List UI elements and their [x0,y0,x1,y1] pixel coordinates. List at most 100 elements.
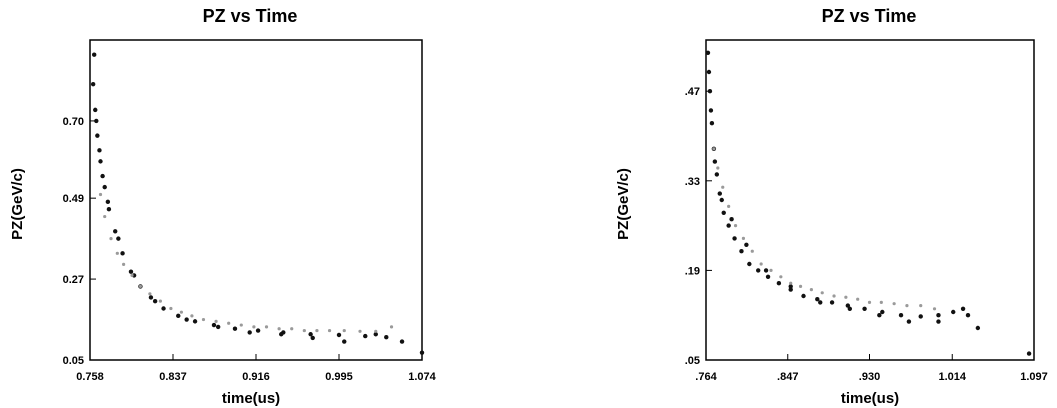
data-point [788,284,793,289]
data-point [106,206,112,212]
data-point [739,249,744,254]
data-point [179,310,184,314]
data-point [820,291,824,295]
data-point [779,275,783,279]
data-point [709,121,715,126]
data-point [169,306,173,311]
plot-area: 0.758 0.837 0.916 0.995 1.074 0.05 0.27 0.49 0.7… [63,39,437,383]
x-tick-label: 1.097 [1020,371,1048,383]
data-point [906,319,912,324]
data-point [965,313,971,318]
data-point [867,300,872,304]
x-tick-label: 0.916 [242,371,270,383]
data-point [308,332,313,337]
data-point [227,321,231,325]
data-point [373,332,378,337]
data-point [892,302,896,306]
data-point [717,191,722,196]
data-point [95,133,100,138]
data-point [1026,351,1032,356]
y-tick-label: 0.70 [63,116,84,128]
data-point [184,317,189,322]
data-point [815,297,820,302]
data-point [252,325,256,329]
data-point [176,313,181,319]
data-point [279,332,284,337]
data-point [374,329,378,333]
data-point [759,262,763,266]
x-tick-label: .930 [859,371,880,383]
data-point [879,300,883,304]
data-point [97,148,102,153]
data-point [705,50,711,55]
data-point [120,251,125,256]
y-axis-label: PZ(GeV/c) [615,168,632,240]
chart-title: PZ vs Time [203,6,298,26]
plot-area: .764 .847 .930 1.014 1.097 .05 .19 .33 .47 [685,39,1048,383]
data-point [880,309,885,315]
data-point [211,322,217,328]
data-point [707,89,713,94]
data-point [201,317,206,322]
data-point [215,324,221,330]
data-point [116,236,121,241]
y-tick-label: 0.49 [63,193,84,205]
data-point [290,327,294,331]
y-tick-label: .05 [685,355,700,367]
data-point [93,107,98,113]
y-tick-label: .19 [685,265,700,277]
data-point [763,268,769,273]
data-point [769,268,773,272]
data-point [192,319,198,324]
data-point [158,299,162,303]
chart-left: PZ vs Time PZ(GeV/c) time(us) 0.758 0.837… [9,6,437,407]
data-point [845,303,851,308]
data-point [190,314,194,318]
data-point [128,269,134,274]
data-point [342,339,347,344]
data-point [419,350,425,355]
data-point [936,313,941,318]
data-point [919,304,923,308]
data-point [255,328,261,333]
data-point [214,319,218,323]
data-point [756,268,761,273]
data-point [363,333,368,339]
data-point [138,284,143,289]
data-point [877,313,882,318]
data-point [960,306,966,311]
data-point [862,306,867,311]
data-point [721,210,726,215]
data-point [765,274,771,279]
data-point [714,172,720,177]
plot-frame [705,39,1035,361]
data-point [315,328,319,333]
data-point [232,326,238,331]
data-point [102,184,107,190]
data-point [750,249,754,253]
data-point [399,339,405,344]
data-point [100,173,105,179]
data-point [310,335,315,341]
data-point [161,306,166,311]
data-point [747,261,752,267]
x-tick-label: 1.014 [938,371,966,383]
data-point [832,294,836,298]
data-point [239,323,243,327]
y-tick-label: 0.27 [63,274,84,286]
data-point [847,306,853,311]
x-tick-label: .847 [777,371,798,383]
x-tick-label: .764 [695,371,717,383]
y-axis-label: PZ(GeV/c) [9,168,26,240]
data-point [726,223,731,228]
data-point [358,329,362,333]
data-point [809,288,813,292]
data-point [384,334,389,340]
data-point [708,108,714,113]
data-point [727,204,731,208]
data-point [115,251,119,255]
data-point [716,166,720,170]
data-point [932,307,937,311]
data-point [898,313,904,318]
